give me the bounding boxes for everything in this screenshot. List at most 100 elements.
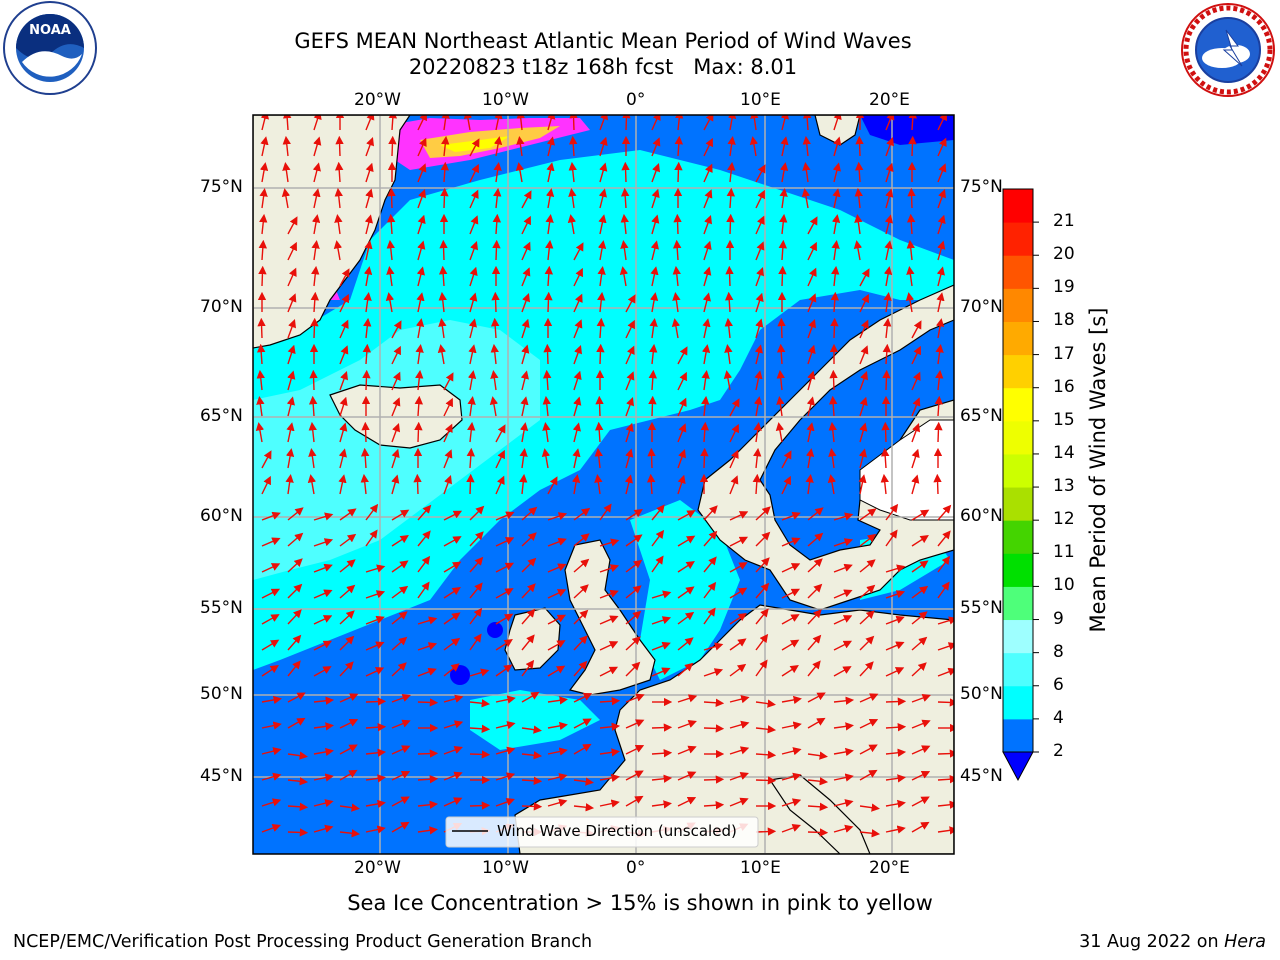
wind-wave-arrow: [417, 774, 439, 784]
wind-wave-arrow: [677, 611, 695, 625]
wind-wave-arrow: [287, 717, 306, 729]
wind-wave-arrow: [832, 188, 841, 209]
wind-wave-arrow: [308, 395, 318, 417]
footer-machine: Hera: [1224, 932, 1266, 952]
wind-wave-arrow: [492, 213, 502, 235]
wind-wave-arrow: [729, 587, 748, 599]
wind-wave-arrow: [391, 423, 400, 443]
wind-wave-arrow: [937, 137, 947, 157]
wind-wave-arrow: [859, 803, 880, 812]
wind-wave-arrow: [311, 214, 321, 235]
wind-wave-arrow: [547, 614, 567, 625]
wind-wave-arrow: [778, 265, 787, 287]
wind-wave-arrow: [828, 421, 837, 443]
wind-wave-arrow: [546, 162, 555, 183]
wind-wave-arrow: [494, 115, 503, 131]
wind-wave-arrow: [339, 293, 349, 313]
wind-wave-arrow: [650, 266, 659, 287]
wind-wave-arrow: [885, 722, 907, 732]
wind-wave-arrow: [258, 265, 267, 287]
wind-wave-arrow: [881, 421, 890, 443]
lon-label-top-20e: 20°E: [869, 90, 910, 110]
lat-label-left-60n: 60°N: [200, 506, 243, 526]
colorbar-segment: [1003, 189, 1033, 223]
wind-wave-arrow: [386, 266, 395, 287]
wind-wave-arrow: [571, 474, 581, 495]
wind-wave-arrow: [625, 448, 634, 469]
wind-wave-arrow: [287, 660, 301, 677]
wind-wave-arrow: [859, 533, 877, 547]
wind-wave-arrow: [911, 397, 921, 417]
wind-wave-arrow: [313, 666, 332, 677]
wind-wave-arrow: [313, 512, 334, 521]
colorbar-segment: [1003, 487, 1033, 521]
wind-wave-arrow: [261, 639, 280, 651]
wind-wave-arrow: [934, 395, 944, 417]
lat-label-right-45n: 45°N: [960, 766, 1003, 786]
wind-wave-arrow: [287, 751, 308, 760]
wind-wave-arrow: [937, 667, 954, 677]
wind-wave-arrow: [469, 531, 484, 547]
wind-wave-arrow: [365, 722, 387, 732]
wind-wave-arrow: [729, 423, 739, 443]
wind-wave-arrow: [807, 532, 824, 547]
wind-wave-arrow: [311, 265, 320, 287]
wind-wave-arrow: [466, 473, 475, 495]
wind-wave-arrow: [625, 371, 635, 391]
wind-wave-arrow: [492, 239, 501, 261]
wind-wave-arrow: [285, 448, 295, 469]
wind-wave-arrow: [469, 215, 479, 235]
wind-wave-arrow: [339, 319, 349, 339]
wind-wave-arrow: [807, 583, 823, 599]
wind-wave-arrow: [364, 214, 373, 235]
wind-wave-arrow: [833, 640, 853, 651]
wind-wave-arrow: [905, 292, 915, 313]
wind-wave-arrow: [599, 162, 608, 183]
wind-wave-arrow: [469, 163, 479, 183]
wind-wave-arrow: [417, 642, 438, 651]
wind-wave-arrow: [287, 532, 304, 547]
wind-wave-arrow: [516, 136, 525, 157]
wind-wave-arrow: [573, 267, 583, 287]
wind-wave-arrow: [521, 293, 530, 313]
wind-wave-arrow: [547, 640, 566, 651]
wind-wave-arrow: [911, 560, 929, 573]
map-frame: [252, 114, 955, 855]
wind-wave-arrow: [778, 239, 788, 261]
wind-wave-arrow: [417, 137, 427, 157]
wind-wave-arrow: [831, 214, 841, 235]
wind-wave-arrow: [833, 773, 854, 782]
wind-wave-arrow: [911, 694, 931, 703]
wind-wave-arrow: [755, 318, 764, 339]
wind-wave-arrow: [755, 557, 770, 573]
wind-wave-arrow: [391, 320, 402, 339]
wind-wave-arrow: [859, 508, 877, 521]
wind-wave-arrow: [443, 746, 463, 755]
wind-wave-arrow: [807, 692, 826, 703]
wind-wave-arrow: [572, 448, 581, 469]
wind-wave-arrow: [339, 610, 355, 625]
wind-wave-arrow: [859, 422, 868, 443]
wind-wave-arrow: [702, 292, 711, 313]
wind-wave-arrow: [443, 536, 462, 547]
wind-wave-arrow: [781, 824, 801, 833]
wind-wave-arrow: [443, 561, 462, 573]
wind-wave-arrow: [703, 724, 725, 733]
wind-wave-arrow: [673, 213, 682, 235]
colorbar-tick-label: 16: [1053, 376, 1075, 397]
wind-wave-arrow: [286, 396, 295, 417]
wind-wave-arrow: [754, 344, 763, 365]
wind-wave-arrow: [287, 507, 304, 521]
wind-wave-arrow: [885, 188, 894, 209]
wind-wave-arrow: [646, 473, 656, 495]
wind-wave-arrow: [625, 422, 634, 443]
wind-wave-arrow: [545, 214, 554, 235]
wind-wave-arrow: [573, 242, 584, 261]
wind-wave-arrow: [417, 581, 430, 599]
nws-logo-icon: [1181, 3, 1275, 97]
wind-wave-arrow: [391, 694, 411, 703]
wind-wave-arrow: [911, 821, 930, 833]
wind-wave-arrow: [885, 615, 905, 625]
wind-wave-arrow: [649, 343, 658, 365]
wind-wave-arrow: [807, 319, 816, 339]
